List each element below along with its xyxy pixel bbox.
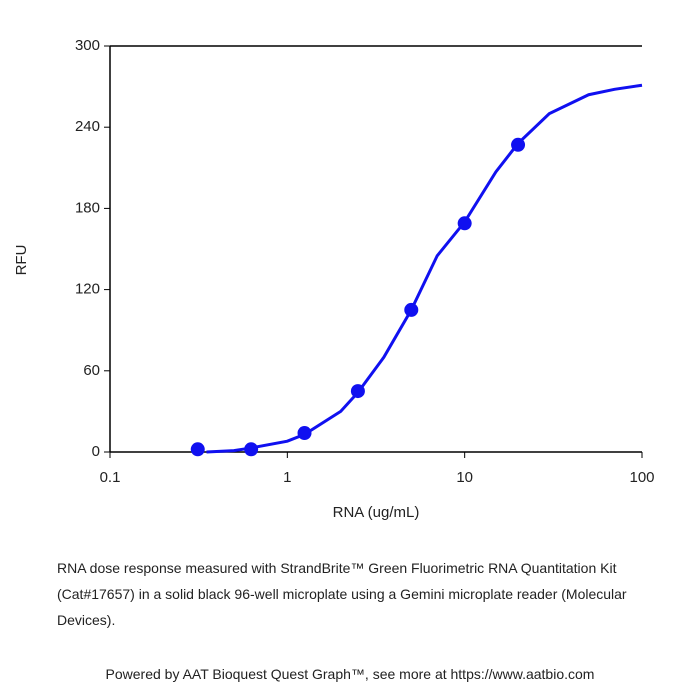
x-tick-label: 1 [283, 469, 291, 486]
y-tick-label: 180 [75, 199, 100, 216]
y-tick-label: 240 [75, 118, 100, 135]
x-tick-label: 0.1 [100, 469, 121, 486]
x-tick-label: 100 [629, 469, 654, 486]
y-tick-label: 60 [83, 362, 100, 379]
y-tick-label: 120 [75, 281, 100, 298]
data-point [511, 137, 526, 152]
data-point [350, 384, 365, 399]
data-point [244, 442, 259, 457]
data-point [297, 426, 312, 441]
chart: RNA (ug/mL) RFU 0 60 120 180 240 300 0.1 1 10 100 [13, 37, 655, 521]
caption: RNA dose response measured with StrandBr… [57, 560, 627, 628]
data-point [404, 302, 419, 317]
data-point [190, 442, 205, 457]
x-axis-label: RNA (ug/mL) [333, 504, 420, 521]
y-tick-label: 0 [92, 443, 100, 460]
y-axis-label: RFU [13, 245, 30, 276]
footer: Powered by AAT Bioquest Quest Graph™, se… [105, 666, 595, 682]
y-tick-label: 300 [75, 37, 100, 54]
fit-curve [206, 83, 643, 454]
x-tick-label: 10 [456, 469, 473, 486]
data-point [457, 216, 472, 231]
